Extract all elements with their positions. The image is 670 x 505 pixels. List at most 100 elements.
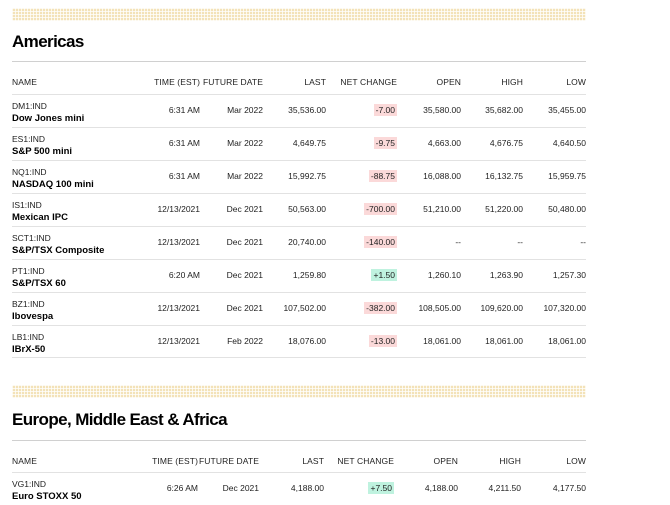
symbol-link[interactable]: PT1:IND bbox=[12, 266, 45, 276]
table-row[interactable]: PT1:IND S&P/TSX 60 6:20 AM Dec 2021 1,259.80… bbox=[12, 259, 586, 292]
cell-low: 4,640.50 bbox=[552, 138, 586, 148]
symbol-link[interactable]: VG1:IND bbox=[12, 479, 47, 489]
cell-open: 1,260.10 bbox=[427, 270, 461, 280]
cell-net-change: -88.75 bbox=[368, 170, 397, 182]
instrument-name: S&P/TSX Composite bbox=[12, 245, 105, 256]
cell-net-change: -700.00 bbox=[364, 203, 397, 215]
title-rule bbox=[12, 440, 586, 441]
symbol-link[interactable]: SCT1:IND bbox=[12, 233, 51, 243]
col-header-future-date[interactable]: FUTURE DATE bbox=[199, 456, 259, 466]
cell-last: 4,649.75 bbox=[292, 138, 326, 148]
col-header-last[interactable]: LAST bbox=[302, 456, 324, 466]
symbol-link[interactable]: LB1:IND bbox=[12, 332, 45, 342]
instrument-name: Euro STOXX 50 bbox=[12, 491, 82, 502]
table-row[interactable]: NQ1:IND NASDAQ 100 mini 6:31 AM Mar 2022 15,… bbox=[12, 160, 586, 193]
cell-net-change: -140.00 bbox=[364, 236, 397, 248]
cell-last: 20,740.00 bbox=[288, 237, 326, 247]
cell-high: 1,263.90 bbox=[489, 270, 523, 280]
cell-last: 18,076.00 bbox=[288, 336, 326, 346]
symbol-link[interactable]: IS1:IND bbox=[12, 200, 42, 210]
cell-future-date: Dec 2021 bbox=[222, 483, 259, 493]
cell-future-date: Dec 2021 bbox=[226, 270, 263, 280]
instrument-name: Dow Jones mini bbox=[12, 113, 85, 124]
title-rule bbox=[12, 61, 586, 62]
cell-future-date: Mar 2022 bbox=[227, 105, 263, 115]
symbol-link[interactable]: ES1:IND bbox=[12, 134, 46, 144]
cell-future-date: Dec 2021 bbox=[226, 204, 263, 214]
cell-time: 12/13/2021 bbox=[157, 204, 200, 214]
cell-last: 107,502.00 bbox=[283, 303, 326, 313]
col-header-high[interactable]: HIGH bbox=[501, 77, 523, 87]
cell-low: -- bbox=[580, 237, 586, 247]
col-header-time[interactable]: TIME (EST) bbox=[152, 456, 198, 466]
cell-time: 12/13/2021 bbox=[157, 336, 200, 346]
col-header-time[interactable]: TIME (EST) bbox=[154, 77, 200, 87]
table-header-emea: NAME TIME (EST) FUTURE DATE LAST NET CHA… bbox=[12, 456, 586, 470]
cell-net-change: +1.50 bbox=[371, 269, 397, 281]
cell-high: 16,132.75 bbox=[485, 171, 523, 181]
symbol-link[interactable]: DM1:IND bbox=[12, 101, 47, 111]
col-header-open[interactable]: OPEN bbox=[436, 77, 461, 87]
cell-high: 18,061.00 bbox=[485, 336, 523, 346]
col-header-last[interactable]: LAST bbox=[304, 77, 326, 87]
cell-high: -- bbox=[517, 237, 523, 247]
cell-time: 6:31 AM bbox=[168, 138, 200, 148]
table-row[interactable]: IS1:IND Mexican IPC 12/13/2021 Dec 2021 50,5… bbox=[12, 193, 586, 226]
cell-future-date: Mar 2022 bbox=[227, 138, 263, 148]
col-header-future-date[interactable]: FUTURE DATE bbox=[203, 77, 263, 87]
cell-net-change: +7.50 bbox=[368, 482, 394, 494]
table-row[interactable]: BZ1:IND Ibovespa 12/13/2021 Dec 2021 107,502… bbox=[12, 292, 586, 325]
cell-low: 18,061.00 bbox=[548, 336, 586, 346]
col-header-name: NAME bbox=[12, 77, 37, 87]
instrument-name: Mexican IPC bbox=[12, 212, 68, 223]
symbol-link[interactable]: NQ1:IND bbox=[12, 167, 47, 177]
instrument-name: Ibovespa bbox=[12, 311, 54, 322]
instrument-name: S&P 500 mini bbox=[12, 146, 73, 157]
cell-net-change: -382.00 bbox=[364, 302, 397, 314]
cell-net-change: -9.75 bbox=[373, 137, 397, 149]
table-row[interactable]: LB1:IND IBrX-50 12/13/2021 Feb 2022 18,076.0… bbox=[12, 325, 586, 358]
cell-time: 6:31 AM bbox=[168, 171, 200, 181]
table-row[interactable]: DM1:IND Dow Jones mini 6:31 AM Mar 2022 35,5… bbox=[12, 94, 586, 127]
symbol-link[interactable]: BZ1:IND bbox=[12, 299, 45, 309]
cell-open: 51,210.00 bbox=[423, 204, 461, 214]
cell-low: 107,320.00 bbox=[543, 303, 586, 313]
cell-open: 108,505.00 bbox=[418, 303, 461, 313]
col-header-open[interactable]: OPEN bbox=[433, 456, 458, 466]
cell-low: 15,959.75 bbox=[548, 171, 586, 181]
cell-future-date: Dec 2021 bbox=[226, 237, 263, 247]
cell-high: 51,220.00 bbox=[485, 204, 523, 214]
table-row[interactable]: ES1:IND S&P 500 mini 6:31 AM Mar 2022 4,649.… bbox=[12, 127, 586, 160]
cell-time: 12/13/2021 bbox=[157, 303, 200, 313]
col-header-net-change[interactable]: NET CHANGE bbox=[340, 77, 397, 87]
cell-net-change: -7.00 bbox=[373, 104, 397, 116]
col-header-low[interactable]: LOW bbox=[566, 456, 586, 466]
cell-time: 12/13/2021 bbox=[157, 237, 200, 247]
col-header-high[interactable]: HIGH bbox=[499, 456, 521, 466]
cell-low: 1,257.30 bbox=[552, 270, 586, 280]
col-header-low[interactable]: LOW bbox=[566, 77, 586, 87]
table-bottom-rule bbox=[12, 357, 586, 358]
col-header-net-change[interactable]: NET CHANGE bbox=[337, 456, 394, 466]
section-divider-band bbox=[12, 385, 586, 398]
cell-high: 109,620.00 bbox=[480, 303, 523, 313]
table-row[interactable]: VG1:IND Euro STOXX 50 6:26 AM Dec 2021 4,188… bbox=[12, 472, 586, 505]
cell-future-date: Feb 2022 bbox=[227, 336, 263, 346]
cell-open: 18,061.00 bbox=[423, 336, 461, 346]
table-row[interactable]: SCT1:IND S&P/TSX Composite 12/13/2021 Dec 2… bbox=[12, 226, 586, 259]
cell-open: 35,580.00 bbox=[423, 105, 461, 115]
cell-high: 35,682.00 bbox=[485, 105, 523, 115]
instrument-name: NASDAQ 100 mini bbox=[12, 179, 94, 190]
cell-time: 6:26 AM bbox=[166, 483, 198, 493]
cell-high: 4,676.75 bbox=[489, 138, 523, 148]
cell-high: 4,211.50 bbox=[488, 483, 521, 493]
cell-last: 15,992.75 bbox=[288, 171, 326, 181]
cell-last: 35,536.00 bbox=[288, 105, 326, 115]
cell-future-date: Dec 2021 bbox=[226, 303, 263, 313]
cell-time: 6:20 AM bbox=[168, 270, 200, 280]
cell-future-date: Mar 2022 bbox=[227, 171, 263, 181]
cell-open: 4,188.00 bbox=[424, 483, 458, 493]
cell-last: 1,259.80 bbox=[292, 270, 326, 280]
cell-time: 6:31 AM bbox=[168, 105, 200, 115]
cell-open: 16,088.00 bbox=[423, 171, 461, 181]
